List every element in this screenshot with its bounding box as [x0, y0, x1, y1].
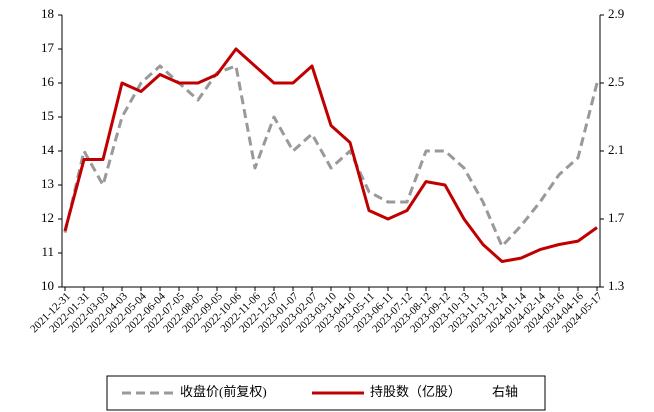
y2-tick-label: 1.3 — [608, 278, 624, 293]
legend-label: 持股数（亿股） — [370, 384, 461, 399]
series-line — [63, 64, 599, 248]
legend-label: 收盘价(前复权) — [180, 384, 267, 399]
series-line — [63, 47, 598, 263]
y-tick-label: 16 — [41, 74, 55, 89]
y2-tick-label: 2.5 — [608, 74, 624, 89]
y-tick-label: 18 — [41, 6, 54, 21]
y-tick-label: 13 — [41, 176, 54, 191]
y2-tick-label: 1.7 — [608, 210, 625, 225]
y-tick-label: 10 — [41, 278, 54, 293]
y-tick-label: 12 — [41, 210, 54, 225]
y2-tick-label: 2.1 — [608, 142, 624, 157]
y-tick-label: 17 — [41, 40, 55, 55]
y-tick-label: 15 — [41, 108, 54, 123]
y-tick-label: 11 — [41, 244, 54, 259]
legend-box — [106, 375, 546, 411]
y-tick-label: 14 — [41, 142, 55, 157]
annotation: 右轴 — [492, 384, 518, 399]
y2-tick-label: 2.9 — [608, 6, 624, 21]
